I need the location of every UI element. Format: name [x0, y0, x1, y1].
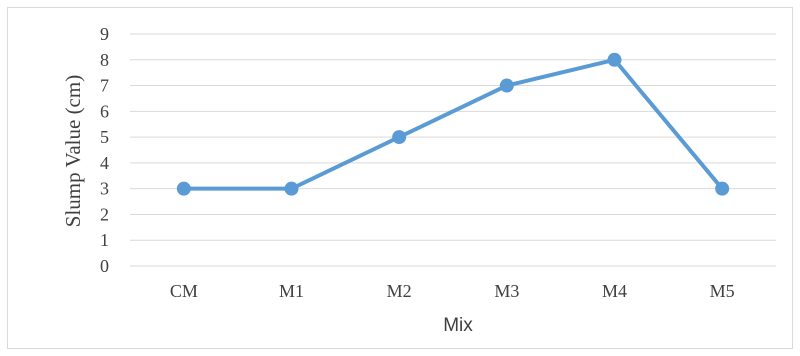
- y-tick-label: 2: [100, 204, 109, 224]
- y-tick-label: 7: [100, 76, 109, 96]
- gridlines: [130, 33, 776, 267]
- x-tick-label-m5: M5: [710, 281, 735, 301]
- data-point-m2: [392, 130, 407, 145]
- x-axis-title: Mix: [443, 315, 473, 336]
- y-tick-label: 3: [100, 179, 109, 199]
- data-point-m4: [607, 52, 622, 67]
- y-tick-label: 8: [100, 50, 109, 70]
- x-tick-label-cm: CM: [170, 281, 198, 301]
- data-point-cm: [176, 181, 191, 196]
- y-axis-title: Slump Value (cm): [61, 75, 85, 227]
- y-axis-ticks: 0 1 2 3 4 5 6 7 8 9: [100, 24, 109, 276]
- x-tick-label-m1: M1: [279, 281, 304, 301]
- y-tick-label: 5: [100, 127, 109, 147]
- x-tick-label-m4: M4: [602, 281, 627, 301]
- x-tick-label-m3: M3: [494, 281, 519, 301]
- y-tick-label: 4: [100, 153, 109, 173]
- y-tick-label: 9: [100, 24, 109, 44]
- chart-frame: [7, 7, 793, 349]
- x-axis-ticks: CM M1 M2 M3 M4 M5: [170, 281, 735, 301]
- series: [176, 52, 730, 196]
- data-point-m3: [499, 78, 514, 93]
- data-point-m1: [284, 181, 299, 196]
- y-tick-label: 0: [100, 256, 109, 276]
- data-point-m5: [715, 181, 730, 196]
- y-tick-label: 1: [100, 230, 109, 250]
- x-tick-label-m2: M2: [387, 281, 412, 301]
- y-tick-label: 6: [100, 101, 109, 121]
- series-line: [181, 57, 725, 191]
